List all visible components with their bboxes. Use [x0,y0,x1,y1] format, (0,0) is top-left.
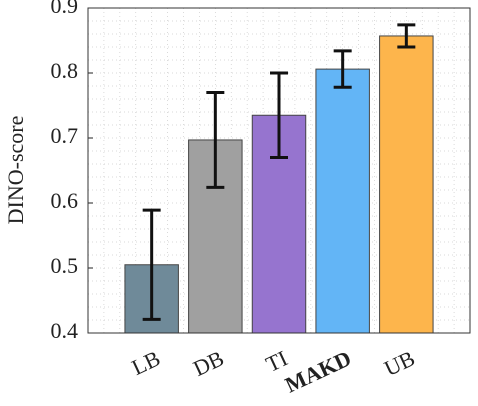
x-tick-label: MAKD [281,345,355,397]
y-tick-label: 0.7 [51,123,79,148]
y-tick-label: 0.9 [51,0,79,18]
x-tick-label: UB [380,345,418,381]
y-tick-label: 0.8 [51,58,79,83]
y-axis-label: DINO-score [3,116,28,225]
y-tick-label: 0.5 [51,253,79,278]
x-tick-label: DB [189,345,227,381]
bar [379,35,434,334]
y-tick-label: 0.6 [51,188,79,213]
bar [315,68,370,334]
x-tick-label: LB [128,345,164,380]
plot-frame [87,7,471,334]
y-tick-label: 0.4 [51,318,79,343]
